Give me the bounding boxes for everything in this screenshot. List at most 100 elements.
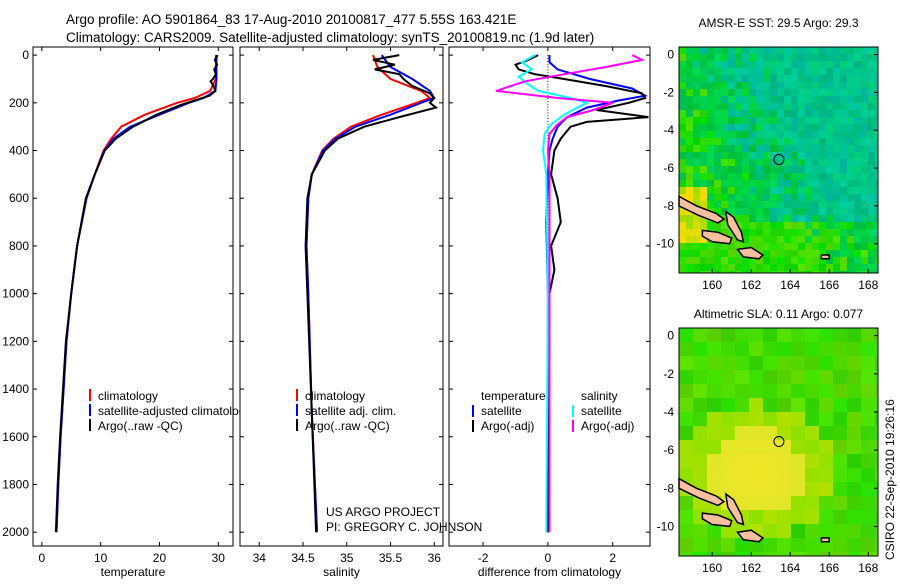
- map-cell: [763, 236, 770, 243]
- map-cell: [700, 215, 707, 222]
- island-coastline: [724, 492, 745, 526]
- map-cell: [714, 187, 721, 194]
- map-cell: [840, 187, 847, 194]
- map-cell: [784, 82, 791, 89]
- map-cell: [819, 201, 826, 208]
- map-cell: [868, 208, 875, 215]
- map-cell: [756, 96, 763, 103]
- map-cell: [777, 173, 784, 180]
- map-cell: [728, 103, 735, 110]
- map-cell: [686, 54, 693, 61]
- map-cell: [868, 131, 875, 138]
- map-cell: [735, 47, 742, 54]
- map-cell: [700, 47, 707, 54]
- map-cell: [798, 131, 805, 138]
- map-cell: [686, 152, 693, 159]
- map-cell: [784, 131, 791, 138]
- map-cell: [791, 426, 805, 440]
- map-cell: [756, 222, 763, 229]
- map-cell: [861, 257, 868, 264]
- map-cell: [819, 110, 826, 117]
- map-cell: [693, 440, 707, 454]
- map-cell: [756, 75, 763, 82]
- map-cell: [840, 124, 847, 131]
- map-cell: [805, 271, 812, 273]
- map-cell: [721, 180, 728, 187]
- map-cell: [854, 96, 861, 103]
- map-cell: [749, 236, 756, 243]
- map-cell: [686, 215, 693, 222]
- map-cell: [826, 61, 833, 68]
- map-cell: [707, 47, 714, 54]
- map-cell: [805, 243, 812, 250]
- map-cell: [798, 68, 805, 75]
- map-cell: [868, 138, 875, 145]
- map-cell: [742, 75, 749, 82]
- map-cell: [756, 131, 763, 138]
- map-cell: [840, 180, 847, 187]
- map-cell: [763, 412, 777, 426]
- map-cell: [791, 110, 798, 117]
- map-cell: [791, 222, 798, 229]
- map-cell: [714, 222, 721, 229]
- x-tick-label: 166: [819, 278, 839, 292]
- map-cell: [826, 47, 833, 54]
- map-cell: [784, 166, 791, 173]
- map-cell: [735, 328, 749, 342]
- map-cell: [812, 75, 819, 82]
- map-cell: [770, 166, 777, 173]
- map-cell: [798, 138, 805, 145]
- map-cell: [854, 180, 861, 187]
- map-cell: [721, 166, 728, 173]
- map-cell: [770, 47, 777, 54]
- map-cell: [861, 482, 875, 496]
- map-cell: [707, 370, 721, 384]
- map-cell: [868, 173, 875, 180]
- map-cell: [784, 229, 791, 236]
- map-cell: [735, 552, 749, 556]
- map-cell: [707, 271, 714, 273]
- map-cell: [770, 208, 777, 215]
- map-cell: [791, 187, 798, 194]
- map-cell: [735, 257, 742, 264]
- map-cell: [679, 510, 693, 524]
- map-cell: [784, 236, 791, 243]
- map-cell: [833, 166, 840, 173]
- map-cell: [770, 194, 777, 201]
- map-cell: [763, 426, 777, 440]
- map-cell: [791, 236, 798, 243]
- map-cell: [770, 173, 777, 180]
- map-cell: [721, 201, 728, 208]
- map-cell: [798, 159, 805, 166]
- map-cell: [805, 370, 819, 384]
- map-cell: [833, 89, 840, 96]
- map-cell: [861, 271, 868, 273]
- map-cell: [847, 412, 861, 426]
- map-cell: [819, 236, 826, 243]
- map-cell: [777, 342, 791, 356]
- x-tick-label: 35.5: [379, 551, 403, 565]
- legend-label: Argo(-adj): [481, 419, 534, 433]
- map-cell: [679, 110, 686, 117]
- map-cell: [805, 250, 812, 257]
- map-cell: [707, 426, 721, 440]
- map-cell: [700, 124, 707, 131]
- map-cell: [875, 110, 878, 117]
- map-cell: [777, 82, 784, 89]
- map-cell: [728, 47, 735, 54]
- map-cell: [770, 54, 777, 61]
- map-cell: [833, 103, 840, 110]
- map-cell: [819, 117, 826, 124]
- map-cell: [798, 250, 805, 257]
- map-cell: [784, 201, 791, 208]
- map-cell: [770, 61, 777, 68]
- map-cell: [763, 96, 770, 103]
- map-cell: [693, 173, 700, 180]
- map-cell: [805, 166, 812, 173]
- map-cell: [847, 356, 861, 370]
- map-cell: [679, 398, 693, 412]
- map-cell: [854, 152, 861, 159]
- map-cell: [728, 96, 735, 103]
- map-cell: [833, 47, 840, 54]
- x-tick-label: 34.5: [291, 551, 315, 565]
